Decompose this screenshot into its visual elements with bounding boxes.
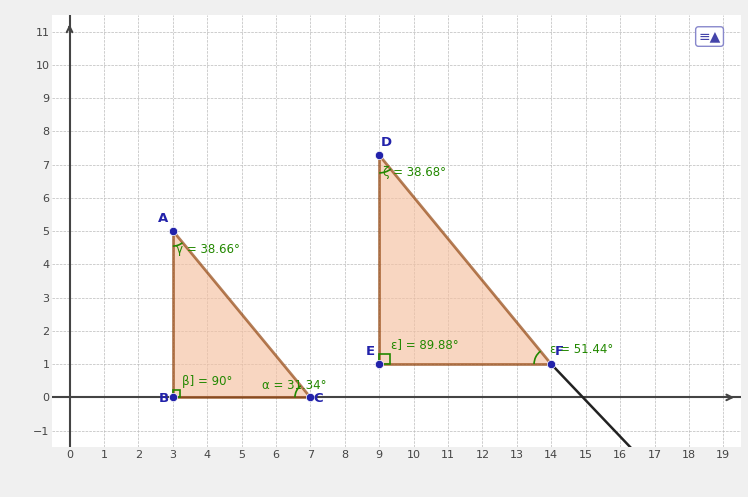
- Polygon shape: [173, 231, 310, 398]
- Text: C: C: [313, 393, 323, 406]
- Text: F: F: [555, 345, 564, 358]
- Text: ε = 51.44°: ε = 51.44°: [550, 342, 613, 356]
- Text: γ = 38.66°: γ = 38.66°: [176, 243, 239, 256]
- Text: B: B: [159, 393, 168, 406]
- Text: ζ = 38.68°: ζ = 38.68°: [383, 166, 446, 179]
- Text: ≡▲: ≡▲: [699, 29, 720, 44]
- Text: ε] = 89.88°: ε] = 89.88°: [391, 338, 459, 351]
- Text: E: E: [366, 345, 375, 358]
- Text: β] = 90°: β] = 90°: [182, 375, 233, 388]
- Text: D: D: [381, 136, 392, 149]
- Text: α = 31.34°: α = 31.34°: [263, 379, 327, 392]
- Polygon shape: [379, 155, 551, 364]
- Text: A: A: [159, 212, 168, 225]
